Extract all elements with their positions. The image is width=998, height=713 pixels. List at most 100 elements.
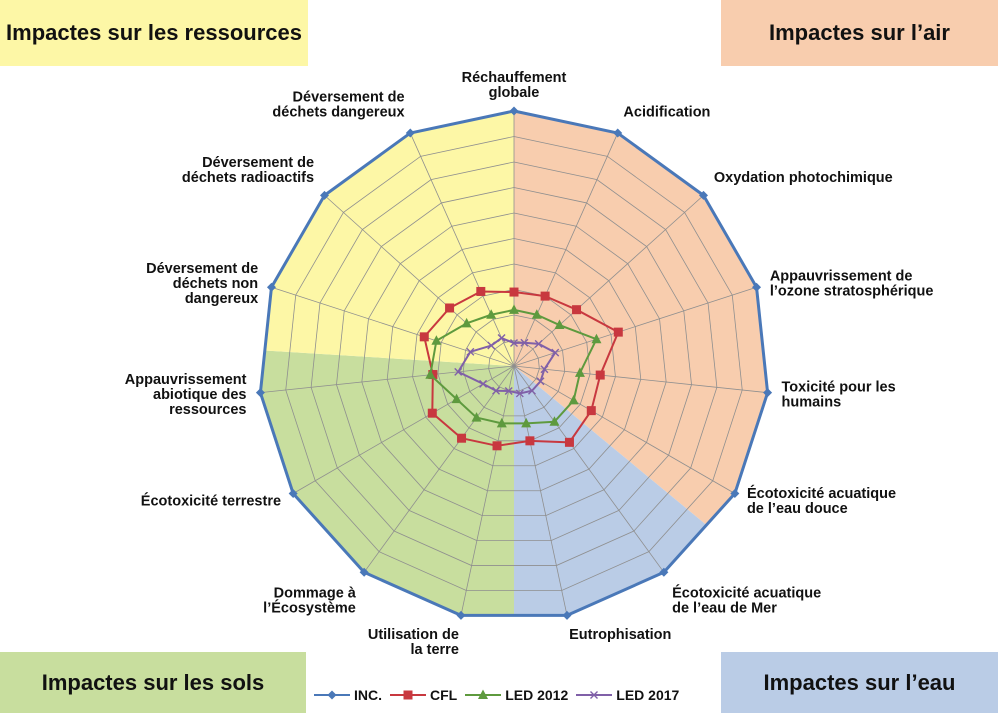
data-point-led-2017 [520,338,529,347]
axis-label: Déversement de déchets non dangereux [146,261,258,307]
data-point-led-2012 [568,394,579,405]
data-point-led-2012 [574,367,585,377]
data-point-inc [659,567,669,577]
data-point-inc [763,388,773,398]
legend-label: LED 2017 [616,687,680,703]
data-point-cfl [509,287,519,297]
grid-ring [437,289,591,442]
legend-label: CFL [430,687,458,703]
series-cfl [419,286,623,451]
axis-label: Déversement de déchets radioactifs [182,155,314,186]
grid-ring [488,340,540,392]
series-inc [255,106,773,620]
legend-item-led-2017: LED 2017 [574,687,679,703]
axis-label: Écotoxicité acuatique de l’eau douce [747,485,896,517]
axis-label: Utilisation de la terre [368,627,459,658]
axis-label: Écotoxicité acuatique de l’eau de Mer [672,585,821,617]
data-point-led-2012 [509,304,519,314]
axis-label: Oxydation photochimique [714,170,893,186]
data-point-led-2017 [540,365,549,374]
grid-spoke [363,365,515,573]
data-point-led-2012 [431,335,442,345]
axis-labels: Réchauffement globale Acidification Oxydati… [125,70,934,658]
grid-spoke [409,132,515,367]
data-point-inc [288,489,298,498]
series-led-2017 [454,334,560,398]
data-point-cfl [572,305,582,315]
data-point-inc [730,489,740,498]
data-point-led-2012 [461,317,472,328]
data-point-cfl [586,406,596,416]
axis-label: Appauvrissement de l’ozone stratosphériqu… [770,268,934,299]
grid-spoke [271,286,515,367]
grid-spoke [513,365,736,494]
data-point-led-2017 [527,386,536,395]
data-point-led-2017 [504,386,513,395]
legend-swatch-led-2012 [465,689,502,699]
axis-label: Déversement de déchets dangereux [272,89,404,120]
legend-item-inc: INC. [312,687,382,703]
grid-ring [361,212,667,517]
data-point-cfl [540,291,550,301]
grid-spoke [260,365,515,394]
data-point-inc [359,567,369,577]
data-point-led-2017 [479,379,488,388]
grid-ring [285,136,743,591]
legend-swatch-inc [314,690,350,700]
data-point-cfl [613,327,623,337]
legend-swatch-cfl [390,690,426,700]
data-point-inc [699,190,709,200]
legend-marker-cfl [403,690,413,700]
axis-label: Dommage à l’Écosystème [263,586,357,617]
sector-water [514,366,707,616]
sector-soils [260,350,514,616]
grid-spoke [324,195,515,367]
series-line-led-2017 [457,337,557,395]
series-line-inc [258,109,770,617]
data-point-inc [562,610,572,620]
data-point-led-2012 [425,369,436,379]
data-point-inc [613,128,623,138]
grid-spoke [513,365,768,394]
data-point-led-2017 [492,386,501,395]
legend-marker-led-2017 [590,691,599,699]
data-point-led-2012 [486,309,497,319]
data-point-inc [255,388,265,398]
data-point-led-2017 [487,341,496,350]
data-point-led-2017 [454,367,463,376]
legend-swatch-led-2017 [576,691,613,699]
data-point-led-2017 [536,377,545,386]
legend-item-cfl: CFL [388,687,457,703]
legend: INC. CFL LED 2012 LED 2017 [312,683,685,707]
sector-air [514,111,768,526]
sector-resources [264,111,514,366]
grid-ring [310,161,718,566]
grid-spoke [513,365,665,573]
grid-ring [412,263,616,467]
grid-spoke [513,365,568,616]
grid-ring [336,187,692,541]
axis-label: Eutrophisation [569,627,671,643]
impact-sectors [260,111,768,616]
resources-impact-label: Impactes sur les ressources [0,0,308,66]
data-point-led-2012 [531,309,542,319]
data-point-led-2012 [496,417,507,428]
data-point-cfl [419,332,429,342]
grid-ring [386,238,642,492]
data-point-led-2017 [551,348,560,357]
grid-ring [462,314,566,417]
data-point-led-2017 [497,334,506,343]
axis-label: Acidification [623,104,710,120]
data-point-inc [319,190,329,200]
data-point-led-2017 [510,339,518,348]
data-point-led-2012 [554,319,565,330]
data-point-cfl [427,408,437,418]
data-point-inc [266,282,276,292]
data-point-inc [456,610,466,620]
data-point-inc [405,128,415,138]
legend-label: INC. [354,687,382,703]
data-point-cfl [457,433,467,443]
data-point-led-2012 [451,393,462,404]
data-point-cfl [476,286,486,296]
soils-impact-label: Impactes sur les sols [0,652,306,713]
